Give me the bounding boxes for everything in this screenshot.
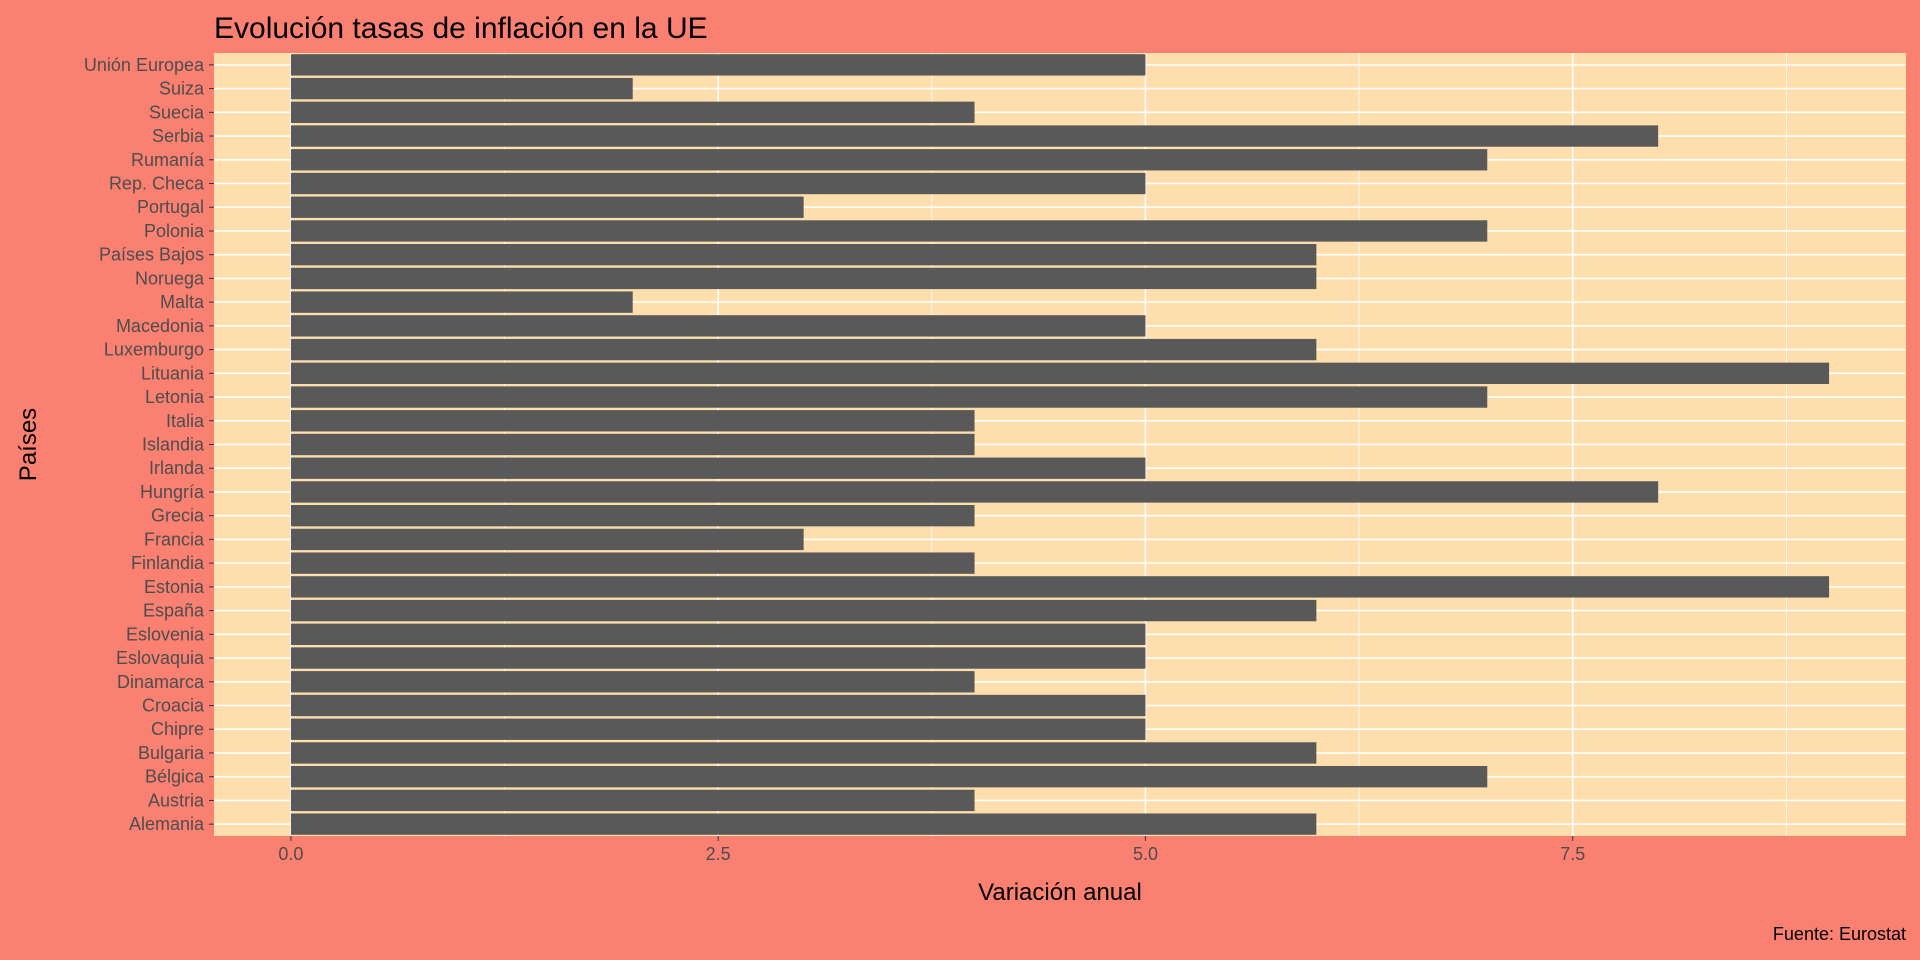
chart-caption: Fuente: Eurostat (1773, 924, 1906, 944)
y-tick-label: Macedonia (116, 316, 205, 336)
bar-hungría (290, 481, 1659, 503)
bar-austria (290, 789, 975, 812)
y-tick-label: Estonia (144, 577, 205, 597)
y-tick-label: Lituania (141, 363, 205, 383)
y-tick-label: Italia (166, 411, 205, 431)
y-tick-label: Portugal (137, 197, 204, 217)
bar-chipre (290, 718, 1146, 740)
y-tick-label: Finlandia (131, 553, 205, 573)
bar-finlandia (290, 552, 975, 574)
bar-portugal (290, 196, 804, 218)
x-tick-label: 7.5 (1560, 844, 1585, 864)
bar-rep-checa (290, 172, 1146, 195)
bar-españa (290, 599, 1317, 622)
y-tick-label: Eslovaquia (116, 648, 205, 668)
y-tick-label: Polonia (144, 221, 205, 241)
y-tick-label: Rumanía (131, 150, 205, 170)
y-axis-title: Países (15, 408, 42, 481)
x-tick-label: 0.0 (278, 844, 303, 864)
bar-rumanía (290, 149, 1488, 171)
bar-eslovenia (290, 623, 1146, 645)
bar-malta (290, 291, 633, 313)
bar-bélgica (290, 766, 1488, 788)
y-tick-label: Austria (148, 790, 205, 810)
y-tick-label: Chipre (151, 719, 204, 739)
y-tick-label: Eslovenia (126, 624, 205, 644)
x-axis-title: Variación anual (978, 879, 1142, 906)
bar-estonia (290, 576, 1830, 598)
bar-macedonia (290, 315, 1146, 337)
y-tick-label: Luxemburgo (104, 340, 204, 360)
bar-suecia (290, 101, 975, 123)
bar-lituania (290, 362, 1830, 384)
bar-italia (290, 410, 975, 432)
bar-irlanda (290, 457, 1146, 479)
y-tick-label: Islandia (142, 435, 205, 455)
y-tick-label: Suecia (149, 102, 205, 122)
bar-suiza (290, 77, 633, 100)
bar-grecia (290, 505, 975, 527)
bar-dinamarca (290, 671, 975, 693)
bar-bulgaria (290, 742, 1317, 764)
y-tick-label: Rep. Checa (109, 174, 205, 194)
y-tick-label: Hungría (140, 482, 205, 502)
y-tick-label: Dinamarca (117, 672, 205, 692)
bar-polonia (290, 220, 1488, 242)
bar-islandia (290, 433, 975, 456)
y-tick-label: Bélgica (145, 767, 205, 787)
y-tick-label: Malta (160, 292, 205, 312)
y-tick-label: España (143, 601, 205, 621)
bar-eslovaquia (290, 647, 1146, 669)
bar-alemania (290, 813, 1317, 835)
chart-title: Evolución tasas de inflación en la UE (214, 12, 708, 45)
y-tick-label: Francia (144, 529, 205, 549)
y-tick-label: Unión Europea (84, 55, 205, 75)
bar-países-bajos (290, 244, 1317, 266)
x-tick-labels: 0.0 2.5 5.0 7.5 (278, 836, 1585, 864)
y-tick-label: Bulgaria (138, 743, 205, 763)
y-tick-label: Alemania (129, 814, 205, 834)
y-tick-label: Suiza (159, 79, 205, 99)
y-tick-label: Noruega (135, 268, 205, 288)
y-tick-labels: Alemania Austria Bélgica Bulgaria Chipre Croa… (84, 55, 214, 834)
bar-noruega (290, 267, 1317, 290)
y-tick-label: Serbia (152, 126, 205, 146)
bar-layer (290, 54, 1830, 835)
y-tick-label: Países Bajos (99, 245, 204, 265)
y-tick-label: Grecia (151, 506, 205, 526)
y-tick-label: Croacia (142, 696, 205, 716)
bar-luxemburgo (290, 338, 1317, 361)
y-tick-label: Irlanda (149, 458, 205, 478)
bar-letonia (290, 386, 1488, 408)
bar-serbia (290, 125, 1659, 147)
y-tick-label: Letonia (145, 387, 205, 407)
bar-francia (290, 528, 804, 551)
x-tick-label: 5.0 (1133, 844, 1158, 864)
bar-unión-europea (290, 54, 1146, 76)
x-tick-label: 2.5 (706, 844, 731, 864)
bar-croacia (290, 694, 1146, 717)
